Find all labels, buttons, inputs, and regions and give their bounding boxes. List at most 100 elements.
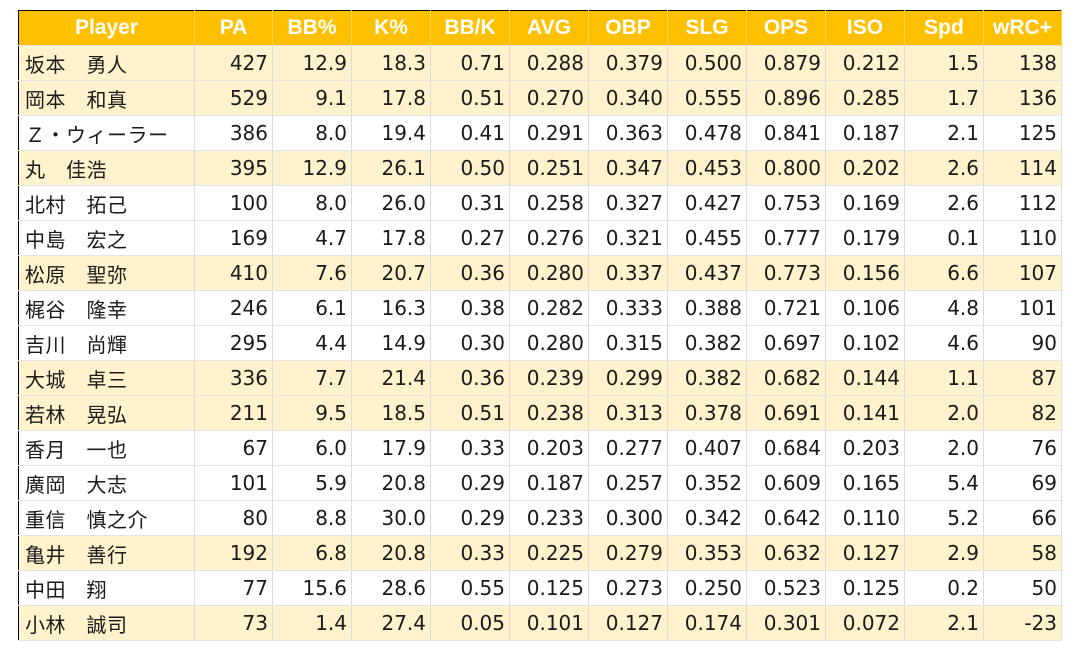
ops-cell[interactable]: 0.691: [746, 395, 826, 431]
bb-pct-cell[interactable]: 6.1: [272, 290, 352, 326]
iso-cell[interactable]: 0.110: [825, 500, 905, 536]
bb-k-cell[interactable]: 0.36: [430, 360, 510, 396]
iso-cell[interactable]: 0.127: [825, 535, 905, 571]
player-name-cell[interactable]: 北村 拓己: [18, 185, 195, 221]
obp-cell[interactable]: 0.327: [588, 185, 668, 221]
wrc-plus-cell[interactable]: 50: [983, 570, 1062, 606]
ops-cell[interactable]: 0.301: [746, 605, 826, 641]
k-pct-cell[interactable]: 18.3: [351, 45, 431, 81]
bb-k-cell[interactable]: 0.36: [430, 255, 510, 291]
avg-cell[interactable]: 0.125: [509, 570, 589, 606]
ops-cell[interactable]: 0.753: [746, 185, 826, 221]
header-wrc-plus[interactable]: wRC+: [983, 10, 1062, 46]
ops-cell[interactable]: 0.642: [746, 500, 826, 536]
pa-cell[interactable]: 211: [194, 395, 273, 431]
k-pct-cell[interactable]: 19.4: [351, 115, 431, 151]
iso-cell[interactable]: 0.072: [825, 605, 905, 641]
pa-cell[interactable]: 295: [194, 325, 273, 361]
slg-cell[interactable]: 0.453: [667, 150, 747, 186]
iso-cell[interactable]: 0.169: [825, 185, 905, 221]
avg-cell[interactable]: 0.233: [509, 500, 589, 536]
iso-cell[interactable]: 0.203: [825, 430, 905, 466]
ops-cell[interactable]: 0.777: [746, 220, 826, 256]
bb-pct-cell[interactable]: 5.9: [272, 465, 352, 501]
wrc-plus-cell[interactable]: 125: [983, 115, 1062, 151]
ops-cell[interactable]: 0.721: [746, 290, 826, 326]
ops-cell[interactable]: 0.523: [746, 570, 826, 606]
pa-cell[interactable]: 246: [194, 290, 273, 326]
bb-pct-cell[interactable]: 12.9: [272, 150, 352, 186]
wrc-plus-cell[interactable]: 110: [983, 220, 1062, 256]
slg-cell[interactable]: 0.382: [667, 325, 747, 361]
ops-cell[interactable]: 0.609: [746, 465, 826, 501]
spd-cell[interactable]: 0.2: [904, 570, 984, 606]
obp-cell[interactable]: 0.363: [588, 115, 668, 151]
wrc-plus-cell[interactable]: 58: [983, 535, 1062, 571]
obp-cell[interactable]: 0.379: [588, 45, 668, 81]
slg-cell[interactable]: 0.407: [667, 430, 747, 466]
wrc-plus-cell[interactable]: 87: [983, 360, 1062, 396]
player-name-cell[interactable]: 丸 佳浩: [18, 150, 195, 186]
obp-cell[interactable]: 0.315: [588, 325, 668, 361]
bb-k-cell[interactable]: 0.55: [430, 570, 510, 606]
player-name-cell[interactable]: 廣岡 大志: [18, 465, 195, 501]
spd-cell[interactable]: 2.6: [904, 185, 984, 221]
wrc-plus-cell[interactable]: 114: [983, 150, 1062, 186]
bb-pct-cell[interactable]: 12.9: [272, 45, 352, 81]
pa-cell[interactable]: 77: [194, 570, 273, 606]
iso-cell[interactable]: 0.102: [825, 325, 905, 361]
k-pct-cell[interactable]: 17.8: [351, 80, 431, 116]
bb-k-cell[interactable]: 0.71: [430, 45, 510, 81]
bb-pct-cell[interactable]: 9.1: [272, 80, 352, 116]
ops-cell[interactable]: 0.896: [746, 80, 826, 116]
player-name-cell[interactable]: 吉川 尚輝: [18, 325, 195, 361]
obp-cell[interactable]: 0.277: [588, 430, 668, 466]
header-obp[interactable]: OBP: [588, 10, 668, 46]
ops-cell[interactable]: 0.841: [746, 115, 826, 151]
bb-pct-cell[interactable]: 8.0: [272, 185, 352, 221]
k-pct-cell[interactable]: 17.9: [351, 430, 431, 466]
bb-pct-cell[interactable]: 6.8: [272, 535, 352, 571]
bb-pct-cell[interactable]: 8.0: [272, 115, 352, 151]
bb-pct-cell[interactable]: 15.6: [272, 570, 352, 606]
ops-cell[interactable]: 0.697: [746, 325, 826, 361]
player-name-cell[interactable]: 岡本 和真: [18, 80, 195, 116]
slg-cell[interactable]: 0.250: [667, 570, 747, 606]
k-pct-cell[interactable]: 17.8: [351, 220, 431, 256]
bb-k-cell[interactable]: 0.41: [430, 115, 510, 151]
ops-cell[interactable]: 0.684: [746, 430, 826, 466]
player-name-cell[interactable]: 坂本 勇人: [18, 45, 195, 81]
header-ops[interactable]: OPS: [746, 10, 826, 46]
pa-cell[interactable]: 169: [194, 220, 273, 256]
wrc-plus-cell[interactable]: 76: [983, 430, 1062, 466]
avg-cell[interactable]: 0.280: [509, 325, 589, 361]
iso-cell[interactable]: 0.212: [825, 45, 905, 81]
avg-cell[interactable]: 0.291: [509, 115, 589, 151]
pa-cell[interactable]: 101: [194, 465, 273, 501]
bb-pct-cell[interactable]: 4.7: [272, 220, 352, 256]
spd-cell[interactable]: 1.1: [904, 360, 984, 396]
bb-k-cell[interactable]: 0.29: [430, 500, 510, 536]
pa-cell[interactable]: 100: [194, 185, 273, 221]
avg-cell[interactable]: 0.101: [509, 605, 589, 641]
header-pa[interactable]: PA: [194, 10, 273, 46]
bb-k-cell[interactable]: 0.27: [430, 220, 510, 256]
spd-cell[interactable]: 2.0: [904, 430, 984, 466]
avg-cell[interactable]: 0.203: [509, 430, 589, 466]
k-pct-cell[interactable]: 20.8: [351, 465, 431, 501]
avg-cell[interactable]: 0.225: [509, 535, 589, 571]
spd-cell[interactable]: 5.2: [904, 500, 984, 536]
ops-cell[interactable]: 0.773: [746, 255, 826, 291]
spd-cell[interactable]: 4.6: [904, 325, 984, 361]
header-player[interactable]: Player: [18, 10, 195, 46]
iso-cell[interactable]: 0.144: [825, 360, 905, 396]
slg-cell[interactable]: 0.342: [667, 500, 747, 536]
avg-cell[interactable]: 0.270: [509, 80, 589, 116]
avg-cell[interactable]: 0.258: [509, 185, 589, 221]
iso-cell[interactable]: 0.165: [825, 465, 905, 501]
pa-cell[interactable]: 67: [194, 430, 273, 466]
bb-pct-cell[interactable]: 7.6: [272, 255, 352, 291]
header-avg[interactable]: AVG: [509, 10, 589, 46]
player-name-cell[interactable]: Ｚ・ウィーラー: [18, 115, 195, 151]
bb-k-cell[interactable]: 0.51: [430, 80, 510, 116]
